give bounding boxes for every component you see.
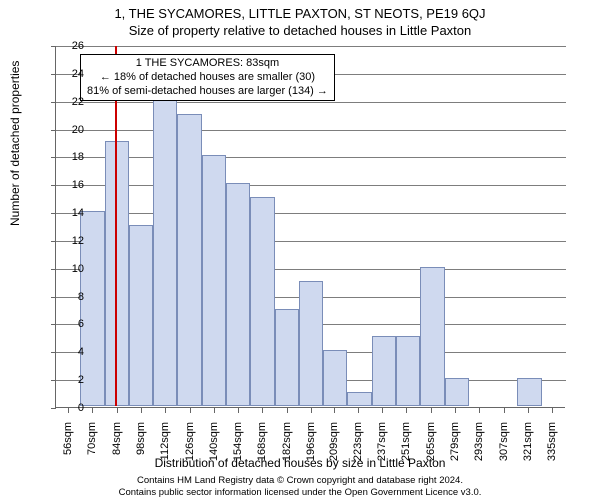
y-tick-label: 2 [54,374,84,386]
histogram-bar [299,281,323,406]
x-tick [287,408,288,413]
gridline [56,46,566,47]
histogram-bar [153,100,177,406]
x-tick [214,408,215,413]
annotation-line2: ← 18% of detached houses are smaller (30… [87,71,328,85]
x-tick [141,408,142,413]
y-tick-label: 24 [54,68,84,80]
y-tick-label: 4 [54,346,84,358]
footer-attribution: Contains HM Land Registry data © Crown c… [0,475,600,498]
x-tick [382,408,383,413]
x-tick [358,408,359,413]
x-tick [479,408,480,413]
x-tick [528,408,529,413]
y-tick-label: 14 [54,207,84,219]
y-tick-label: 18 [54,151,84,163]
x-tick [92,408,93,413]
chart-title: Size of property relative to detached ho… [0,21,600,38]
x-tick [504,408,505,413]
gridline [56,130,566,131]
gridline [56,213,566,214]
x-tick [238,408,239,413]
super-title: 1, THE SYCAMORES, LITTLE PAXTON, ST NEOT… [0,0,600,21]
x-tick [262,408,263,413]
histogram-bar [129,225,153,406]
histogram-bar [396,336,420,406]
y-tick-label: 26 [54,40,84,52]
histogram-bar [323,350,347,406]
y-tick-label: 12 [54,235,84,247]
y-tick-label: 22 [54,96,84,108]
chart-area: 56sqm70sqm84sqm98sqm112sqm126sqm140sqm15… [55,46,565,408]
histogram-bar [275,309,299,406]
y-tick-label: 10 [54,263,84,275]
gridline [56,102,566,103]
histogram-bar [202,155,226,406]
x-tick [431,408,432,413]
x-tick [117,408,118,413]
annotation-line1: 1 THE SYCAMORES: 83sqm [87,57,328,71]
histogram-bar [177,114,201,406]
y-tick-label: 20 [54,124,84,136]
histogram-bar [226,183,250,406]
footer-line2: Contains public sector information licen… [0,487,600,498]
x-tick [406,408,407,413]
y-axis-label: Number of detached properties [8,61,22,226]
gridline [56,185,566,186]
y-tick-label: 0 [54,402,84,414]
histogram-bar [372,336,396,406]
y-tick-label: 8 [54,291,84,303]
footer-line1: Contains HM Land Registry data © Crown c… [0,475,600,486]
x-tick [552,408,553,413]
x-tick [311,408,312,413]
x-tick [165,408,166,413]
histogram-bar [445,378,469,406]
histogram-bar [517,378,541,406]
histogram-bar [420,267,444,406]
x-tick [455,408,456,413]
y-tick-label: 6 [54,318,84,330]
gridline [56,157,566,158]
x-tick [190,408,191,413]
x-tick [334,408,335,413]
histogram-bar [347,392,371,406]
annotation-box: 1 THE SYCAMORES: 83sqm ← 18% of detached… [80,54,335,101]
annotation-line3: 81% of semi-detached houses are larger (… [87,85,328,99]
y-tick-label: 16 [54,179,84,191]
x-axis-label: Distribution of detached houses by size … [0,456,600,470]
histogram-bar [250,197,274,406]
